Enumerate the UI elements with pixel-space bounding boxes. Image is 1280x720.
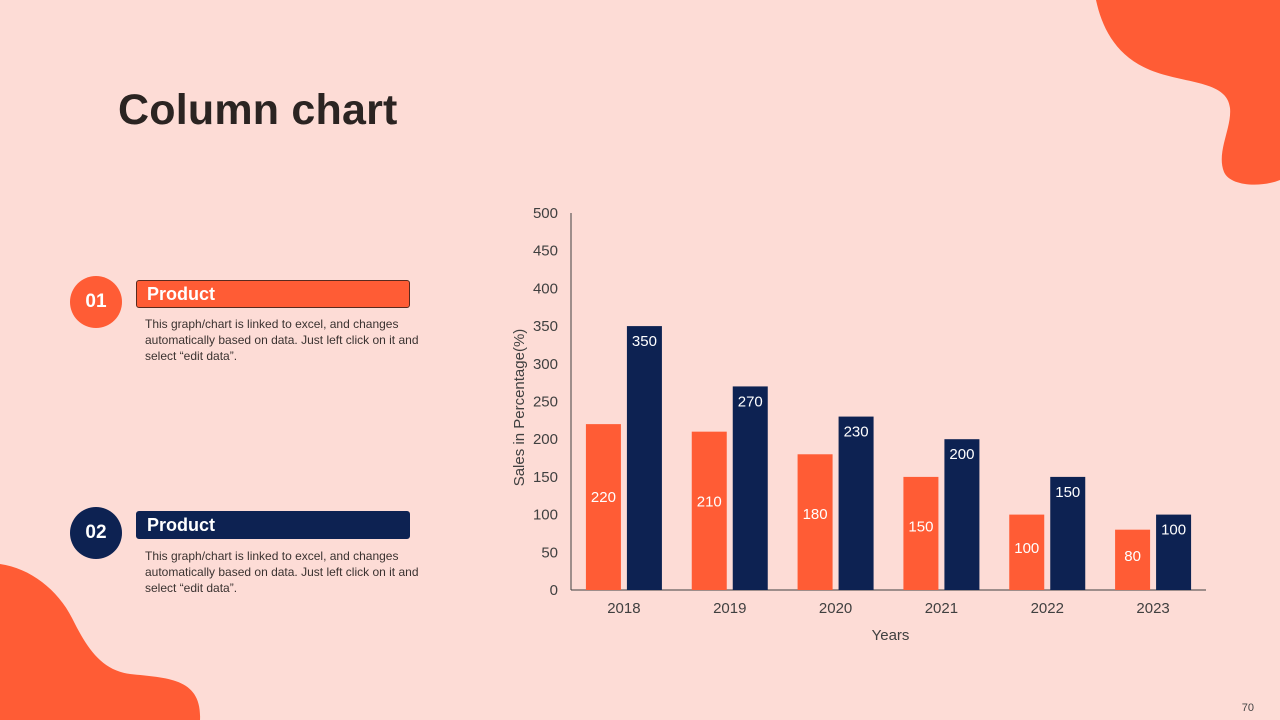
y-tick-label: 150 — [533, 469, 558, 486]
bar-2018-series-2 — [626, 326, 662, 590]
data-label: 210 — [697, 493, 722, 510]
y-tick-label: 400 — [533, 280, 558, 297]
data-label: 150 — [1055, 484, 1080, 501]
data-label: 200 — [949, 446, 974, 463]
data-label: 230 — [844, 424, 869, 441]
bar-2021-series-2 — [944, 439, 980, 590]
data-label: 180 — [803, 506, 828, 523]
bar-2023-series-1 — [1115, 529, 1151, 590]
item-label: Product — [136, 511, 410, 539]
bar-2023-series-2 — [1156, 514, 1192, 590]
x-tick-label: 2021 — [925, 600, 958, 617]
data-label: 150 — [908, 519, 933, 536]
bar-2022-series-1 — [1009, 514, 1045, 590]
y-tick-label: 50 — [541, 544, 558, 561]
x-tick-label: 2018 — [607, 600, 640, 617]
y-tick-label: 250 — [533, 394, 558, 411]
data-label: 270 — [738, 393, 763, 410]
item-description: This graph/chart is linked to excel, and… — [145, 549, 419, 595]
y-tick-label: 0 — [550, 582, 558, 599]
x-tick-label: 2019 — [713, 600, 746, 617]
bar-2018-series-1 — [585, 424, 621, 590]
bar-2019-series-1 — [691, 431, 727, 590]
y-tick-label: 450 — [533, 243, 558, 260]
x-tick-label: 2023 — [1136, 600, 1169, 617]
bar-2021-series-1 — [903, 476, 939, 590]
x-tick-label: 2022 — [1031, 600, 1064, 617]
item-number-badge: 01 — [70, 276, 122, 328]
bar-2022-series-2 — [1050, 476, 1086, 590]
decorative-blob-bottom-left — [0, 564, 201, 720]
data-label: 100 — [1161, 522, 1186, 539]
slide-title: Column chart — [118, 86, 398, 134]
y-tick-label: 350 — [533, 318, 558, 335]
y-tick-label: 200 — [533, 431, 558, 448]
data-label: 220 — [591, 489, 616, 506]
bar-2020-series-1 — [797, 454, 833, 590]
y-tick-label: 100 — [533, 507, 558, 524]
decorative-blob-top-right — [1096, 0, 1280, 185]
data-label: 100 — [1014, 540, 1039, 557]
item-label: Product — [136, 280, 410, 308]
y-tick-label: 300 — [533, 356, 558, 373]
page-number: 70 — [1241, 702, 1254, 714]
x-tick-label: 2020 — [819, 600, 852, 617]
y-axis-title: Sales in Percentage(%) — [511, 329, 528, 487]
item-description: This graph/chart is linked to excel, and… — [145, 317, 419, 363]
bar-2019-series-2 — [732, 386, 768, 590]
data-label: 350 — [632, 333, 657, 350]
item-number-badge: 02 — [70, 507, 122, 559]
x-axis-title: Years — [872, 627, 910, 644]
y-tick-label: 500 — [533, 205, 558, 222]
bar-2020-series-2 — [838, 416, 874, 590]
data-label: 80 — [1124, 548, 1141, 565]
column-chart: 0 50 100 150 200 250 300 350 400 450 500 220 350 2018… — [511, 205, 1206, 644]
